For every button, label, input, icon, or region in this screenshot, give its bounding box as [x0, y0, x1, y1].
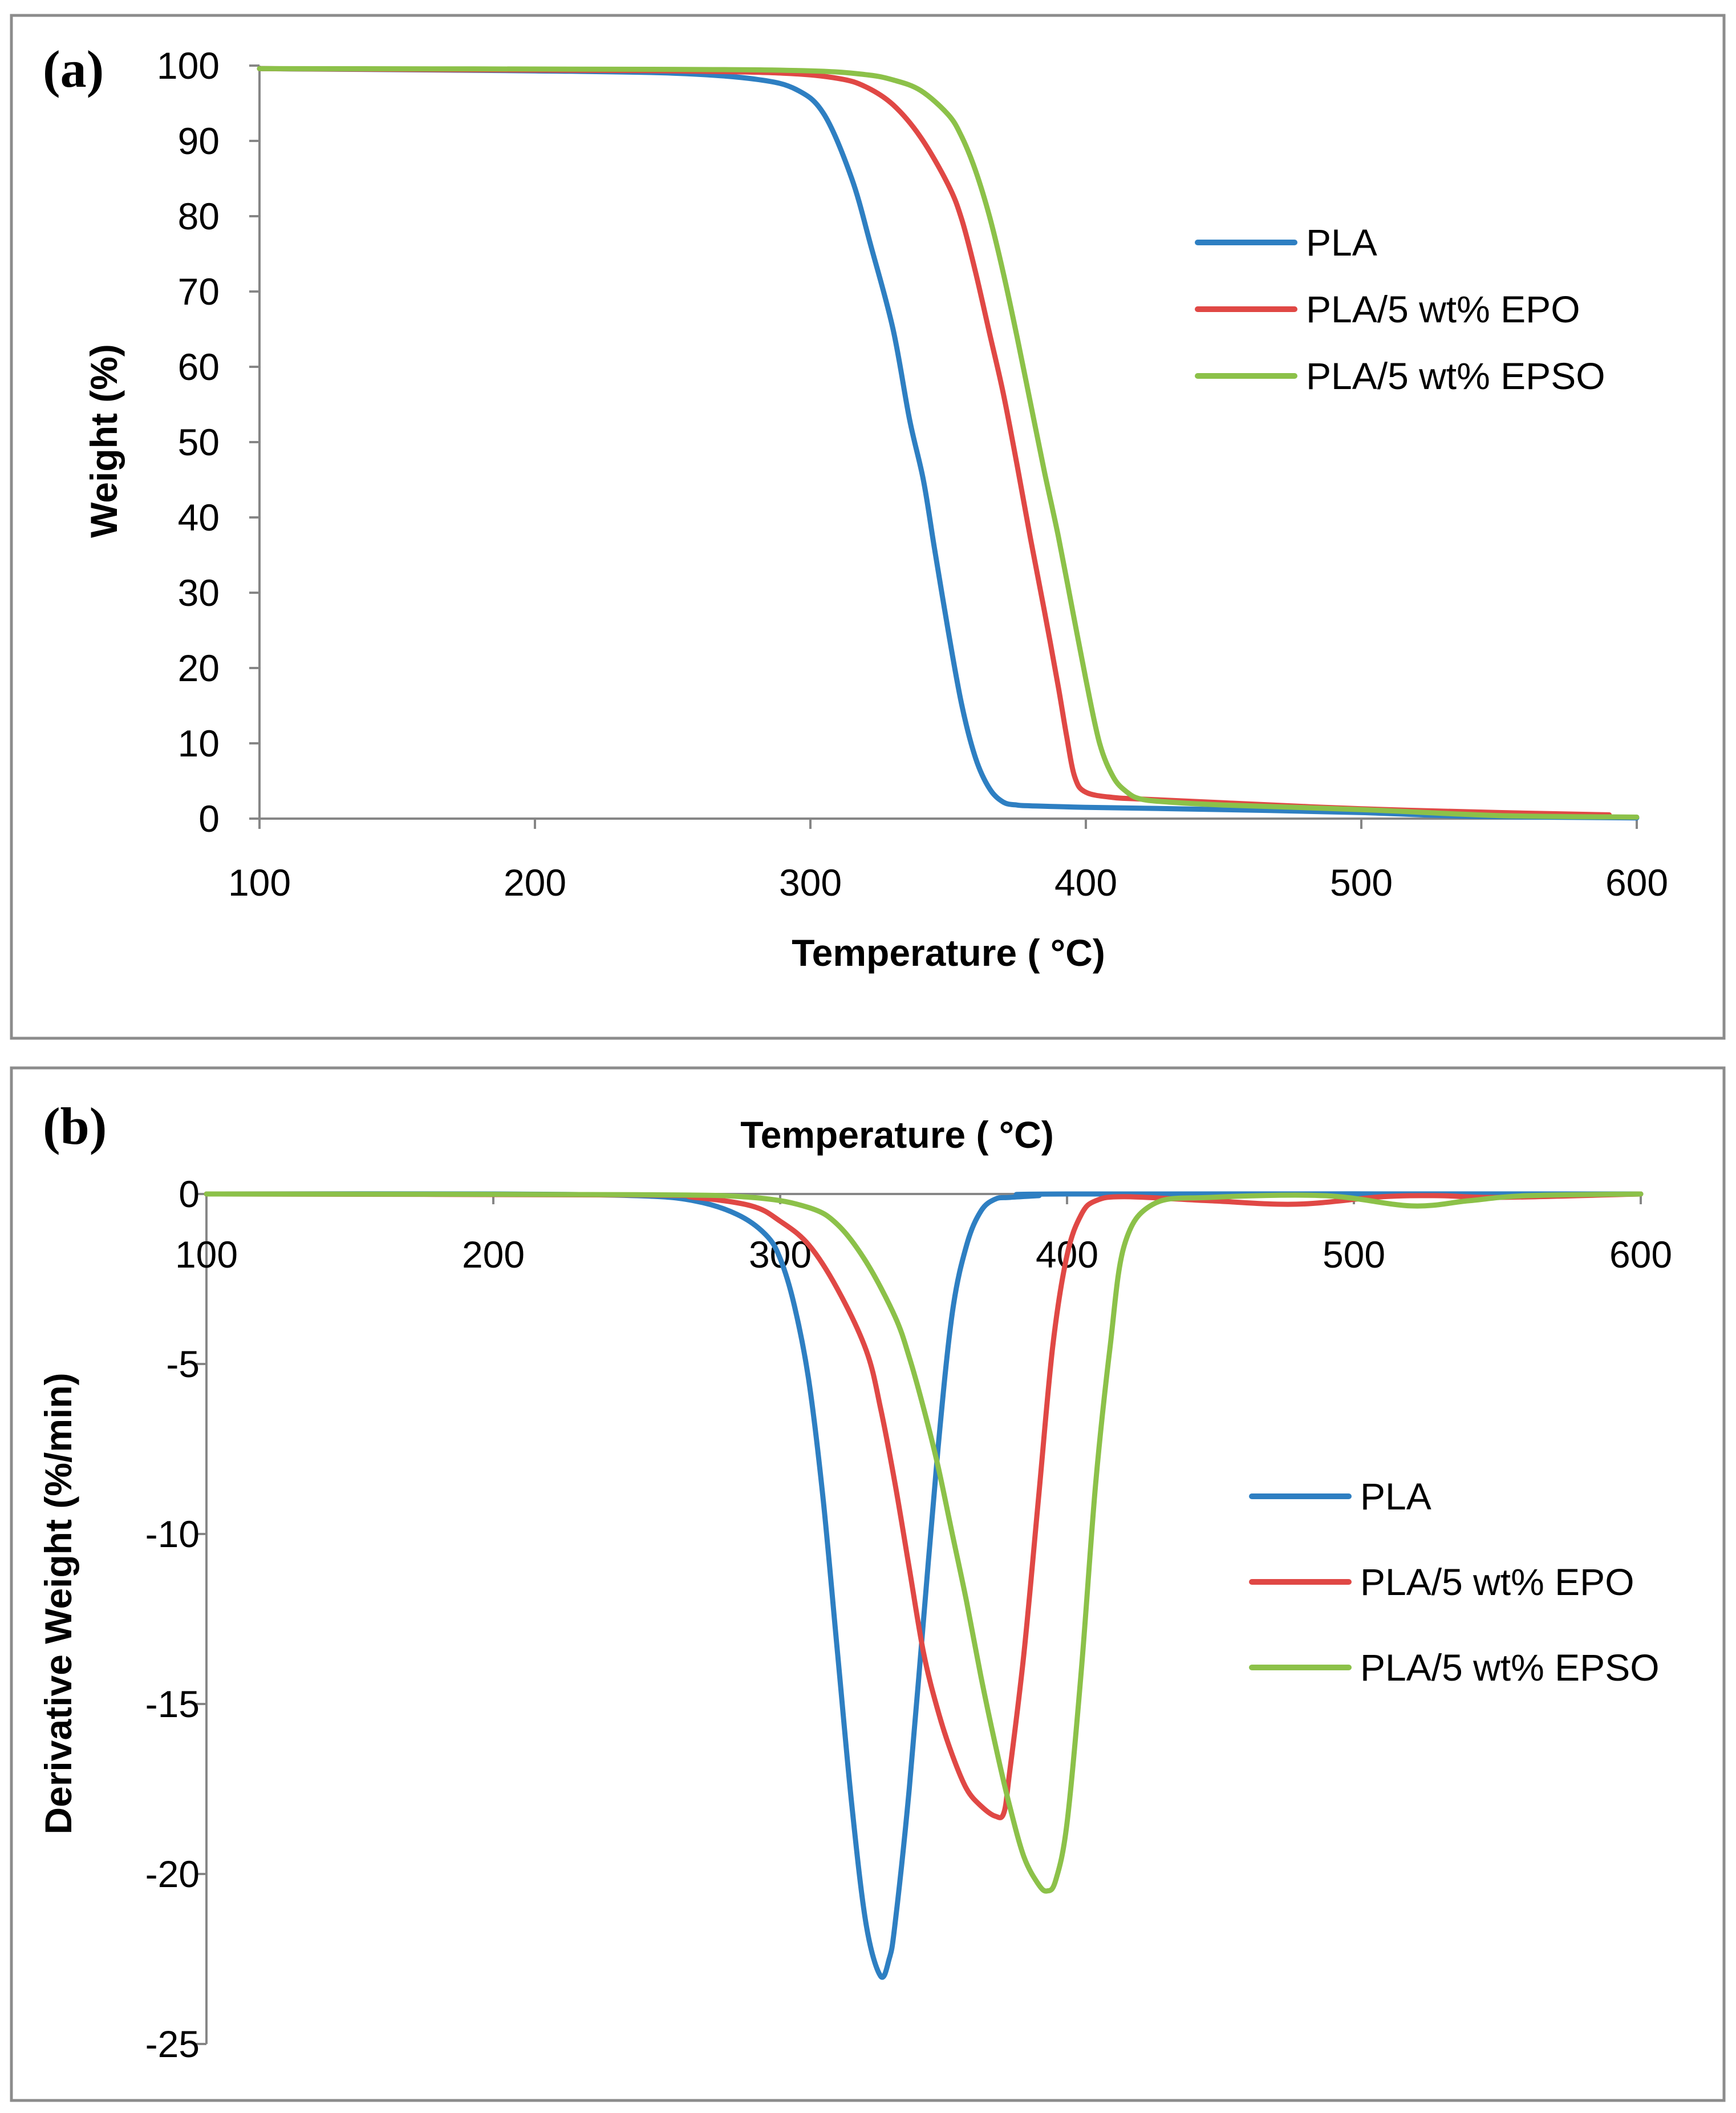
x-tick-label: 100 — [175, 1233, 238, 1276]
x-tick-label: 500 — [1330, 861, 1393, 904]
x-tick-label: 200 — [504, 861, 566, 904]
legend-label-pla-5-wt-epso: PLA/5 wt% EPSO — [1306, 355, 1605, 397]
panel-a-series — [257, 66, 1640, 821]
series-line-pla — [257, 66, 1640, 821]
x-tick-label: 100 — [228, 861, 291, 904]
series-line-pla-5-wt-epo — [204, 1191, 1644, 1820]
panel-b-x-axis-title: Temperature ( °C) — [740, 1114, 1054, 1156]
y-tick-label: 40 — [178, 496, 220, 539]
y-tick-label: 90 — [178, 120, 220, 162]
x-tick-label: 600 — [1605, 861, 1668, 904]
y-tick-label: 50 — [178, 421, 220, 463]
y-tick-label: -10 — [145, 1513, 200, 1555]
legend-label-pla-5-wt-epo: PLA/5 wt% EPO — [1360, 1561, 1634, 1603]
panel-a-frame — [10, 14, 1726, 1040]
panel-a-legend: PLA PLA/5 wt% EPO PLA/5 wt% EPSO — [1195, 221, 1605, 397]
panel-a-x-axis-title: Temperature ( °C) — [792, 932, 1105, 974]
x-tick-label: 300 — [779, 861, 842, 904]
panel-b-series — [204, 1191, 1644, 1980]
panel-b-y-axis-title: Derivative Weight (%/min) — [37, 1373, 79, 1834]
legend-label-pla-5-wt-epso: PLA/5 wt% EPSO — [1360, 1646, 1660, 1689]
panel-b-legend: PLA PLA/5 wt% EPO PLA/5 wt% EPSO — [1249, 1475, 1660, 1689]
y-tick-label: -25 — [145, 2023, 200, 2065]
panel-a-y-axis-title: Weight (%) — [83, 344, 125, 538]
series-line-pla-5-wt-epso — [204, 1191, 1644, 1894]
y-tick-label: -5 — [166, 1343, 200, 1385]
x-tick-label: 600 — [1609, 1233, 1672, 1276]
y-tick-label: 60 — [178, 346, 220, 388]
y-tick-label: 10 — [178, 722, 220, 764]
x-tick-label: 500 — [1323, 1233, 1385, 1276]
legend-label-pla: PLA — [1360, 1475, 1431, 1517]
series-line-pla-5-wt-epso — [257, 66, 1640, 820]
y-tick-label: 0 — [179, 1173, 200, 1215]
y-tick-label: 100 — [157, 44, 220, 87]
x-tick-label: 400 — [1054, 861, 1117, 904]
y-tick-label: 80 — [178, 195, 220, 237]
x-tick-label: 200 — [462, 1233, 525, 1276]
y-tick-label: 20 — [178, 647, 220, 689]
legend-label-pla: PLA — [1306, 221, 1377, 264]
panel-a-axes: 100 200 300 400 500 600 0 10 20 30 40 50 60 70 80 90 100 — [157, 44, 1668, 904]
y-tick-label: -20 — [145, 1853, 200, 1895]
panel-a-label: (a) — [43, 40, 104, 98]
panel-a-chart: (a) 100 200 300 400 500 600 0 10 20 30 40 50 60 70 80 9… — [10, 14, 1726, 1040]
panel-b-label: (b) — [43, 1097, 107, 1155]
series-line-pla — [204, 1191, 1644, 1980]
y-tick-label: -15 — [145, 1683, 200, 1725]
y-tick-label: 30 — [178, 572, 220, 614]
y-tick-label: 70 — [178, 270, 220, 313]
legend-label-pla-5-wt-epo: PLA/5 wt% EPO — [1306, 288, 1580, 330]
y-tick-label: 0 — [198, 798, 220, 840]
